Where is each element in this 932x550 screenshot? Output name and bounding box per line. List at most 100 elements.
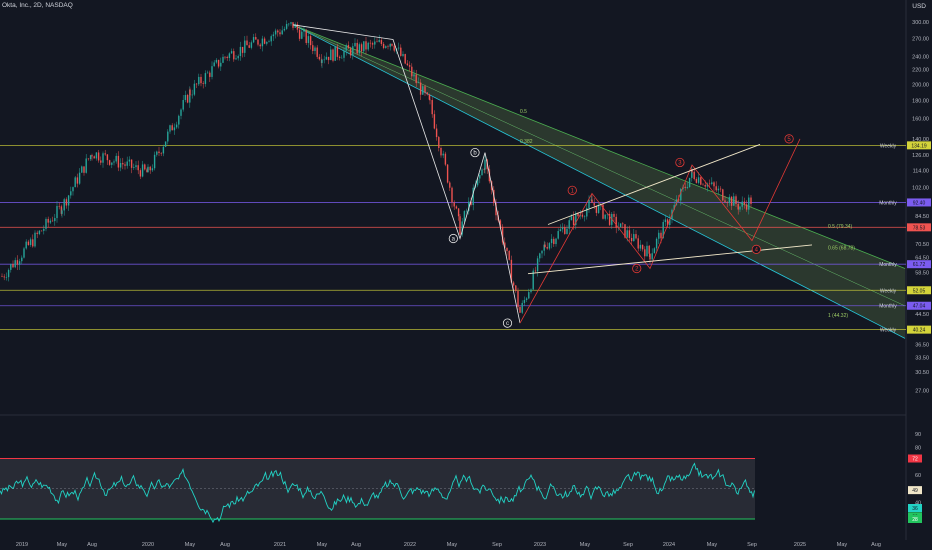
fib-label: 0.382 (520, 139, 533, 145)
level-value: 47.04 (913, 304, 926, 310)
candle-body (104, 153, 106, 155)
rsi-level-tag (908, 515, 922, 523)
candle-body (330, 49, 332, 61)
level-label: Monthly (879, 200, 897, 206)
candle-body (646, 245, 648, 257)
candle-body (349, 48, 352, 56)
level-label: Weekly (880, 328, 897, 334)
level-tag (907, 286, 931, 295)
candle-body (583, 216, 586, 218)
candle-body (356, 42, 358, 54)
candle-body (597, 205, 600, 213)
candle-body (604, 214, 606, 219)
candle-body (506, 247, 508, 251)
candle-body (14, 260, 16, 268)
candle-body (557, 231, 559, 239)
x-tick-label: May (580, 542, 591, 548)
candle-body (470, 201, 472, 206)
candle-body (257, 39, 259, 45)
x-tick-label: Aug (351, 542, 361, 548)
candle-body (660, 232, 662, 239)
candle-body (382, 43, 385, 48)
candle-body (543, 244, 545, 251)
candle-body (206, 72, 209, 74)
candle-body (363, 41, 365, 52)
wedge-upper-line (547, 144, 761, 225)
candle-body (316, 47, 318, 57)
candle-body (54, 218, 56, 222)
candle-body (108, 160, 111, 165)
candle-body (226, 56, 228, 59)
candle-body (677, 199, 680, 201)
candle-body (244, 40, 246, 53)
candle-body (63, 199, 65, 211)
candle-body (102, 153, 104, 163)
candle-body (147, 166, 149, 173)
y-tick-label: 44.50 (915, 312, 929, 318)
candle-body (137, 165, 139, 171)
candle-body (146, 169, 148, 173)
candle-body (56, 205, 58, 219)
candle-body (739, 206, 741, 210)
candle-body (10, 263, 12, 270)
candle-body (72, 187, 74, 192)
candle-body (81, 166, 83, 173)
y-tick-label: 160.00 (912, 116, 929, 122)
candle-body (135, 165, 137, 168)
candle-body (419, 82, 422, 95)
level-value: 40.24 (913, 328, 926, 334)
candle-body (241, 46, 244, 53)
candle-body (686, 187, 689, 188)
candle-body (544, 244, 546, 248)
candle-body (745, 204, 748, 210)
level-tag (907, 223, 931, 232)
candle-body (45, 218, 47, 229)
candle-body (499, 220, 502, 227)
candle-body (128, 159, 131, 162)
level-tag (907, 325, 931, 334)
candle-body (117, 155, 120, 168)
y-tick-label: 27.00 (915, 389, 929, 395)
x-tick-label: May (185, 542, 196, 548)
candle-body (3, 276, 5, 278)
candle-body (246, 40, 248, 46)
candle-body (40, 230, 43, 232)
candle-body (332, 49, 334, 61)
candle-body (175, 124, 178, 128)
candle-body (591, 199, 593, 203)
symbol-title: Okta, Inc., 2D, NASDAQ (2, 2, 73, 9)
candle-body (85, 158, 87, 173)
candle-body (290, 22, 292, 24)
candle-body (724, 200, 726, 203)
rsi-value-tag (908, 486, 922, 495)
candle-body (389, 43, 391, 47)
candle-body (365, 41, 367, 50)
candle-body (18, 261, 21, 265)
candle-body (378, 40, 380, 42)
candle-body (341, 57, 343, 59)
wedge-lower-line (527, 244, 813, 275)
candle-body (519, 306, 521, 313)
candle-body (637, 238, 639, 249)
candle-body (644, 249, 646, 257)
x-tick-label: 2024 (663, 542, 675, 548)
currency-label: USD (912, 3, 926, 10)
candle-body (559, 229, 562, 232)
candle-body (424, 86, 426, 93)
candle-body (688, 177, 691, 188)
candle-body (122, 163, 124, 165)
candle-body (83, 166, 85, 173)
level-tag (907, 301, 931, 310)
candle-body (186, 94, 189, 103)
x-tick-label: Aug (87, 542, 97, 548)
candle-body (1, 276, 3, 277)
candle-body (169, 125, 171, 132)
rsi-y-tick-label: 60 (915, 473, 921, 479)
candle-body (139, 170, 142, 177)
y-tick-label: 270.00 (912, 36, 929, 42)
candle-body (95, 152, 98, 159)
candle-body (49, 220, 52, 223)
candle-body (91, 155, 93, 157)
x-tick-label: 2023 (534, 542, 546, 548)
